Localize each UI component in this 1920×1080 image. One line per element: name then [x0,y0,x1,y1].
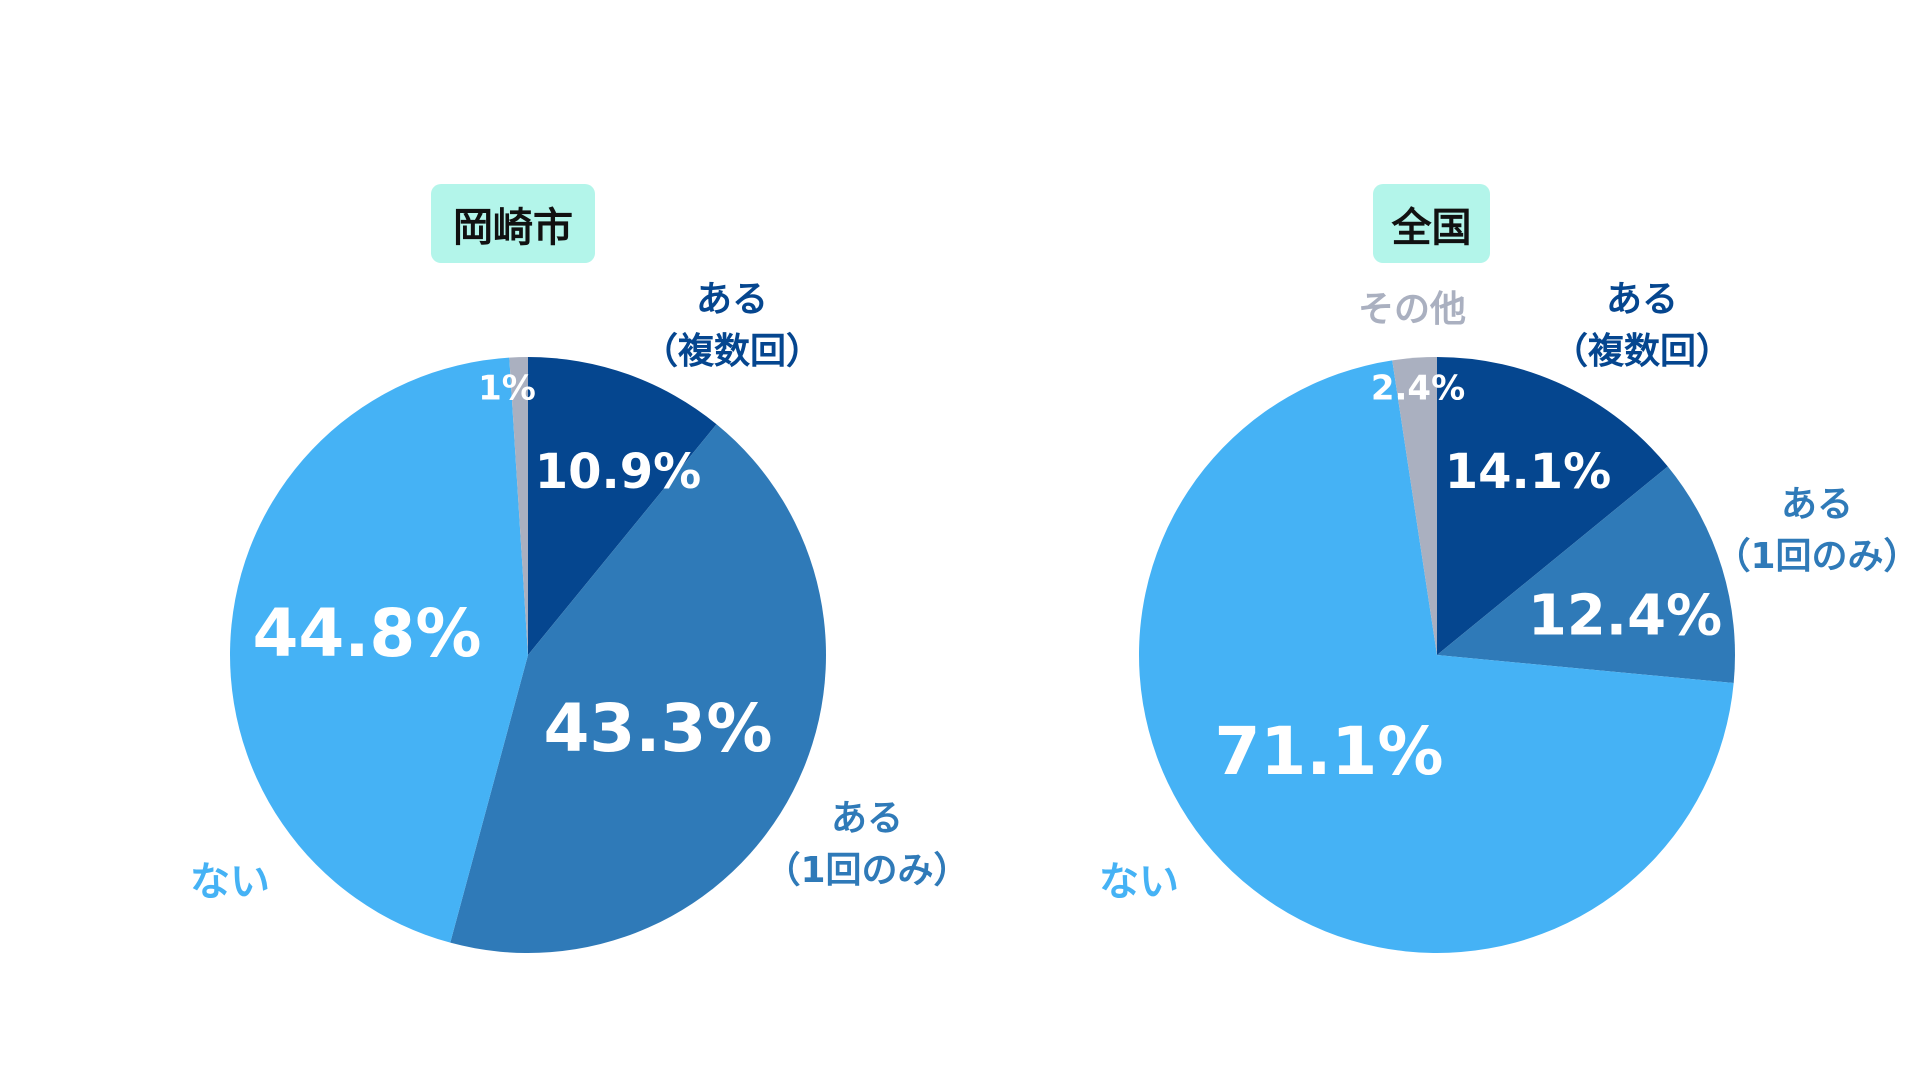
value-label-once-national: 12.4% [1527,583,1723,649]
pie-slice-once-national [1437,466,1735,684]
label-line: ある [695,278,769,320]
value-label-other-okazaki: 1% [478,368,536,409]
label-line: （1回のみ） [1714,536,1920,577]
value-label-multiple-okazaki: 10.9% [534,444,702,501]
label-line: ある [830,797,903,839]
value-label-other-national: 2.4% [1370,368,1466,409]
label-line: ある [1605,278,1679,320]
pie-slice-none-okazaki [230,357,528,943]
label-none-okazaki: ない [190,859,270,905]
label-once-okazaki: ある （1回のみ） [764,793,969,897]
pie-slice-none-national [1139,360,1734,953]
chart-title-okazaki: 岡崎市 [431,184,595,263]
pie-slice-other-okazaki [509,357,528,655]
pie-slice-multiple-national [1437,357,1668,655]
label-once-national: ある （1回のみ） [1714,479,1919,583]
value-label-multiple-national: 14.1% [1444,444,1612,501]
label-multiple-okazaki: ある （複数回） [642,274,822,378]
value-label-none-national: 71.1% [1214,713,1444,791]
pie-slice-once-okazaki [450,424,826,953]
label-other-national: その他 [1357,288,1467,330]
label-none-national: ない [1099,859,1179,905]
pie-slice-other-national [1392,357,1437,655]
label-multiple-national: ある （複数回） [1552,274,1732,378]
pie-slice-multiple-okazaki [528,357,717,655]
chart-title-national: 全国 [1373,184,1490,263]
label-line: （1回のみ） [764,850,970,891]
value-label-none-okazaki: 44.8% [252,595,482,673]
label-line: （複数回） [641,331,823,372]
label-line: ある [1780,483,1853,525]
label-line: （複数回） [1551,331,1733,372]
value-label-once-okazaki: 43.3% [543,690,773,768]
